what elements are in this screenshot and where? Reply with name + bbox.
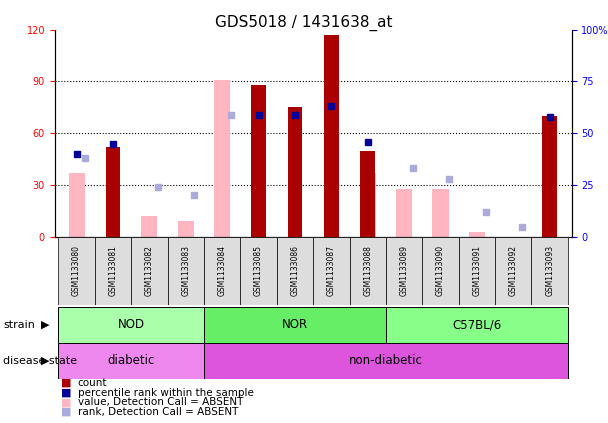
Text: NOD: NOD — [117, 318, 145, 331]
Text: ■: ■ — [61, 378, 71, 388]
Text: ■: ■ — [61, 387, 71, 398]
Text: GSM1133090: GSM1133090 — [436, 245, 445, 296]
Bar — [178, 221, 194, 237]
Bar — [131, 237, 168, 305]
Bar — [360, 173, 376, 237]
Text: GSM1133081: GSM1133081 — [108, 245, 117, 296]
Text: C57BL/6: C57BL/6 — [452, 318, 502, 331]
Bar — [141, 216, 157, 237]
Bar — [350, 237, 386, 305]
Bar — [204, 307, 386, 343]
Text: GSM1133082: GSM1133082 — [145, 245, 154, 296]
Text: GSM1133093: GSM1133093 — [545, 245, 554, 296]
Bar — [386, 237, 423, 305]
Bar — [251, 85, 266, 237]
Bar — [531, 237, 568, 305]
Bar — [396, 189, 412, 237]
Bar — [458, 237, 495, 305]
Text: GSM1133087: GSM1133087 — [327, 245, 336, 296]
Bar — [58, 307, 204, 343]
Bar — [288, 107, 302, 237]
Text: rank, Detection Call = ABSENT: rank, Detection Call = ABSENT — [78, 407, 238, 417]
Text: GSM1133084: GSM1133084 — [218, 245, 227, 296]
Bar — [214, 80, 230, 237]
Text: GSM1133085: GSM1133085 — [254, 245, 263, 296]
Bar — [432, 189, 449, 237]
Bar — [469, 232, 485, 237]
Bar — [313, 237, 350, 305]
Text: diabetic: diabetic — [108, 354, 155, 367]
Text: GSM1133086: GSM1133086 — [291, 245, 299, 296]
Text: ▶: ▶ — [41, 356, 50, 365]
Text: GSM1133088: GSM1133088 — [363, 245, 372, 296]
Text: non-diabetic: non-diabetic — [349, 354, 423, 367]
Bar — [324, 35, 339, 237]
Bar — [423, 237, 458, 305]
Bar — [58, 343, 204, 379]
Bar — [277, 237, 313, 305]
Bar — [386, 307, 568, 343]
Text: GSM1133089: GSM1133089 — [399, 245, 409, 296]
Text: NOR: NOR — [282, 318, 308, 331]
Text: ■: ■ — [61, 407, 71, 417]
Bar — [69, 173, 85, 237]
Bar — [542, 116, 557, 237]
Bar — [95, 237, 131, 305]
Text: GDS5018 / 1431638_at: GDS5018 / 1431638_at — [215, 15, 393, 31]
Bar — [240, 237, 277, 305]
Text: strain: strain — [3, 320, 35, 330]
Bar — [204, 343, 568, 379]
Text: count: count — [78, 378, 108, 388]
Bar — [168, 237, 204, 305]
Text: ▶: ▶ — [41, 320, 50, 330]
Text: disease state: disease state — [3, 356, 77, 365]
Bar — [106, 147, 120, 237]
Bar — [204, 237, 240, 305]
Bar — [361, 151, 375, 237]
Text: ■: ■ — [61, 397, 71, 407]
Text: value, Detection Call = ABSENT: value, Detection Call = ABSENT — [78, 397, 243, 407]
Bar — [58, 237, 95, 305]
Text: GSM1133080: GSM1133080 — [72, 245, 81, 296]
Text: GSM1133091: GSM1133091 — [472, 245, 482, 296]
Bar — [495, 237, 531, 305]
Text: percentile rank within the sample: percentile rank within the sample — [78, 387, 254, 398]
Text: GSM1133092: GSM1133092 — [509, 245, 518, 296]
Text: GSM1133083: GSM1133083 — [181, 245, 190, 296]
